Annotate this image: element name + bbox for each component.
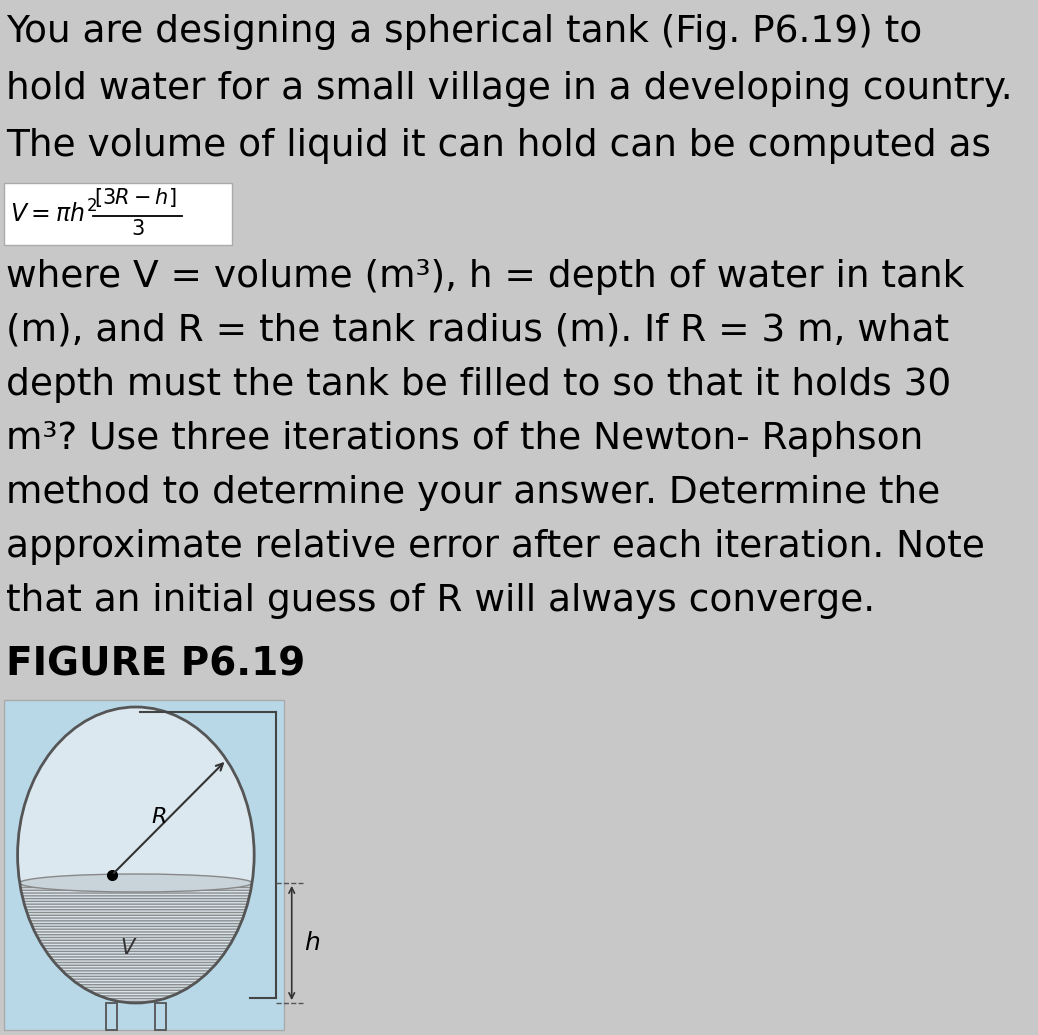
- Polygon shape: [18, 707, 254, 880]
- Text: $[3R-h]$: $[3R-h]$: [94, 186, 176, 209]
- Text: $V = \pi h^2$: $V = \pi h^2$: [9, 201, 97, 228]
- Bar: [155, 1003, 166, 1030]
- Text: FIGURE P6.19: FIGURE P6.19: [6, 645, 305, 683]
- Text: $3$: $3$: [131, 219, 144, 239]
- Polygon shape: [20, 883, 252, 1003]
- Ellipse shape: [20, 874, 252, 892]
- Text: The volume of liquid it can hold can be computed as: The volume of liquid it can hold can be …: [6, 128, 991, 164]
- Text: approximate relative error after each iteration. Note: approximate relative error after each it…: [6, 529, 985, 565]
- Text: where V = volume (m³), h = depth of water in tank: where V = volume (m³), h = depth of wate…: [6, 259, 964, 295]
- Text: that an initial guess of R will always converge.: that an initial guess of R will always c…: [6, 583, 875, 619]
- Bar: [4, 183, 231, 245]
- Text: R: R: [152, 807, 167, 827]
- Bar: [4, 700, 283, 1030]
- Text: depth must the tank be filled to so that it holds 30: depth must the tank be filled to so that…: [6, 367, 952, 403]
- Text: h: h: [304, 932, 321, 955]
- Text: (m), and R = the tank radius (m). If R = 3 m, what: (m), and R = the tank radius (m). If R =…: [6, 313, 950, 349]
- Text: m³? Use three iterations of the Newton- Raphson: m³? Use three iterations of the Newton- …: [6, 421, 924, 457]
- Text: You are designing a spherical tank (Fig. P6.19) to: You are designing a spherical tank (Fig.…: [6, 14, 923, 50]
- Text: hold water for a small village in a developing country.: hold water for a small village in a deve…: [6, 71, 1013, 107]
- Bar: [106, 1003, 116, 1030]
- Text: V: V: [120, 938, 135, 958]
- Text: method to determine your answer. Determine the: method to determine your answer. Determi…: [6, 475, 940, 511]
